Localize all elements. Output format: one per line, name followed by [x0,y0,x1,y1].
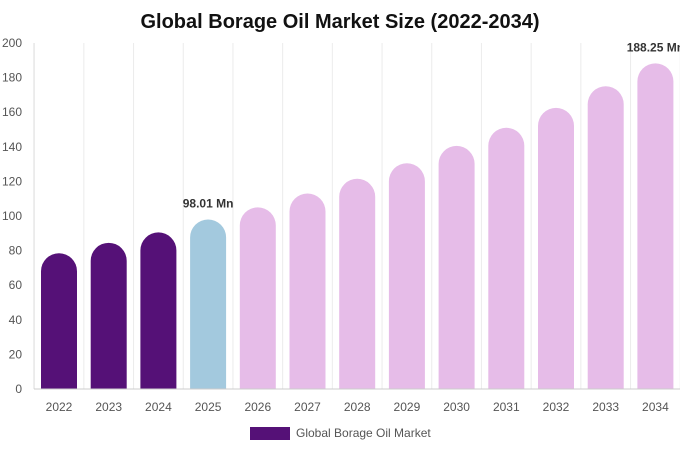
bar-2031[interactable] [488,127,525,389]
bar-2026[interactable] [239,207,276,389]
bar-2027[interactable] [289,193,326,389]
y-tick-label: 60 [9,278,23,292]
x-tick-label: 2032 [543,400,570,414]
bar-2034[interactable] [637,63,674,389]
x-tick-label: 2024 [145,400,172,414]
bar-2023[interactable] [90,242,127,389]
bar-2022[interactable] [41,253,77,389]
x-tick-label: 2030 [443,400,470,414]
x-tick-label: 2022 [46,400,73,414]
legend[interactable]: Global Borage Oil Market [250,426,431,440]
x-tick-label: 2025 [195,400,222,414]
y-tick-label: 0 [15,382,22,396]
x-tick-label: 2034 [642,400,669,414]
bar-2033[interactable] [587,86,624,389]
legend-swatch [250,427,290,440]
x-tick-label: 2033 [592,400,619,414]
bar-2028[interactable] [339,178,376,389]
y-tick-label: 140 [2,140,22,154]
x-tick-label: 2029 [394,400,421,414]
bar-2030[interactable] [438,145,475,389]
grid-lines [33,43,680,389]
y-tick-label: 200 [2,36,22,50]
x-axis: 2022 2023 2024 2025 2026 2027 2028 2029 2030 2031… [34,388,680,414]
x-tick-label: 2026 [244,400,271,414]
legend-label: Global Borage Oil Market [296,426,431,440]
bar-2025[interactable] [190,219,227,389]
y-tick-label: 120 [2,174,22,188]
x-tick-label: 2023 [95,400,122,414]
y-tick-label: 40 [9,313,23,327]
x-tick-label: 2031 [493,400,520,414]
y-axis: 0 20 40 60 80 100 120 140 160 180 200 [2,36,35,396]
bars [41,63,674,390]
bar-2032[interactable] [538,107,574,390]
data-label-2025: 98.01 Mn [183,196,234,210]
y-tick-label: 180 [2,71,22,85]
y-tick-label: 160 [2,105,22,119]
x-tick-label: 2028 [344,400,371,414]
data-label-2034: 188.25 Mn [627,40,680,54]
chart-title: Global Borage Oil Market Size (2022-2034… [140,11,539,33]
bar-2024[interactable] [140,232,177,389]
y-tick-label: 100 [2,209,22,223]
x-tick-label: 2027 [294,400,321,414]
y-tick-label: 80 [9,244,23,258]
data-labels: 98.01 Mn 188.25 Mn [183,40,680,210]
y-tick-label: 20 [9,347,23,361]
bar-2029[interactable] [388,163,425,389]
